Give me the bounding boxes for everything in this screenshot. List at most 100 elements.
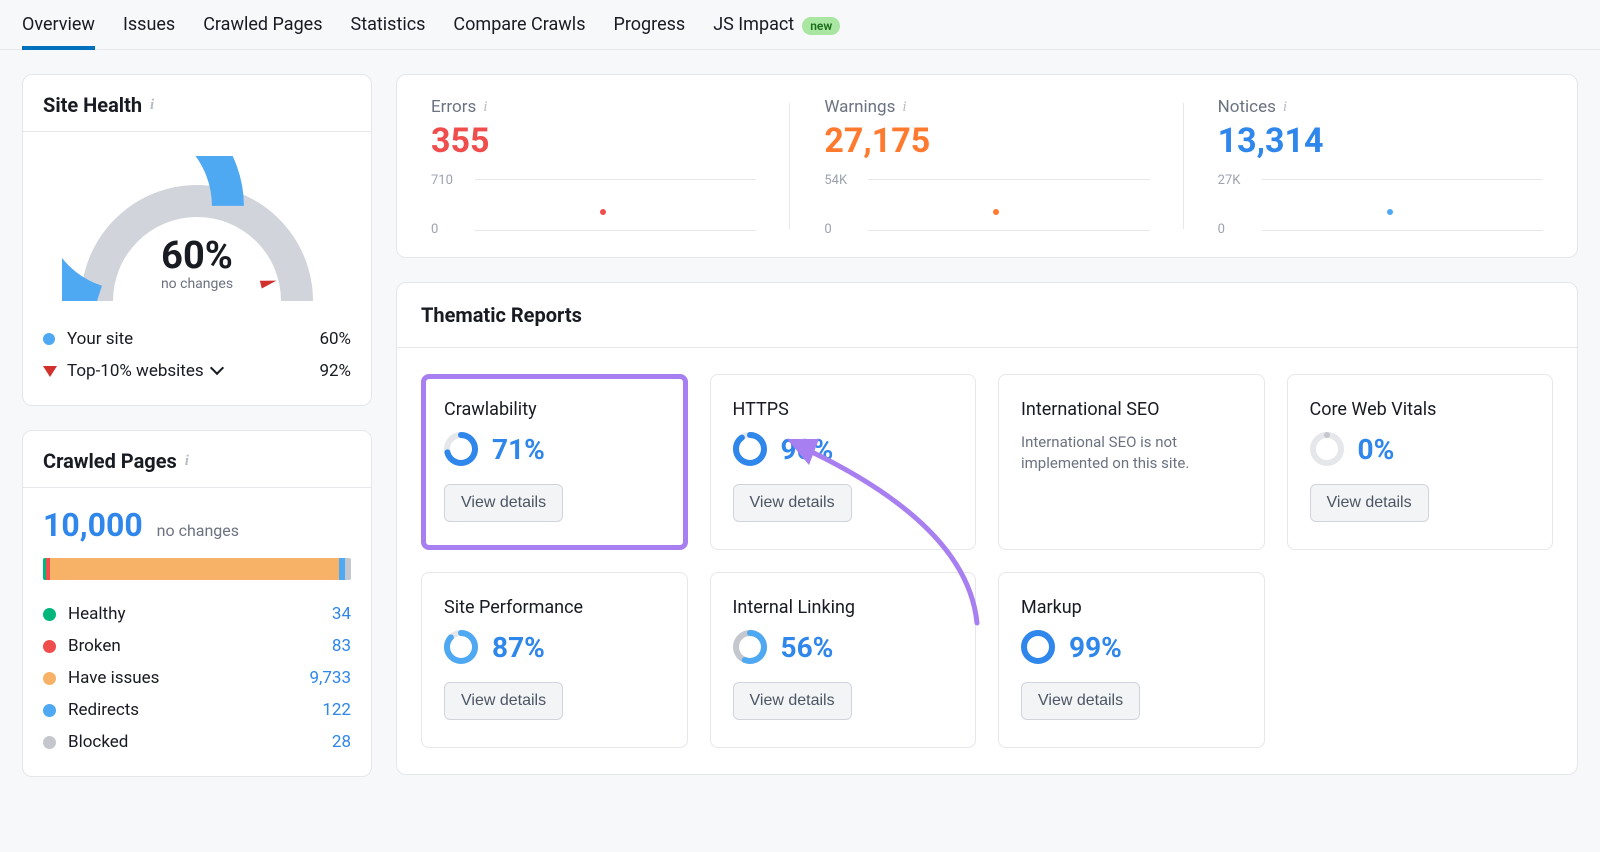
mini-chart: 27K 0	[1218, 175, 1543, 235]
crawled-pages-title: Crawled Pages	[43, 449, 177, 473]
report-ring-row: 0%	[1310, 432, 1531, 466]
crawled-legend-row[interactable]: Have issues 9,733	[43, 662, 351, 694]
report-ring-row: 87%	[444, 630, 665, 664]
metric-value: 13,314	[1218, 121, 1543, 161]
axis-label: 54K	[824, 173, 847, 188]
crawled-pages-card: Crawled Pages i 10,000 no changes Health…	[22, 430, 372, 777]
crawled-legend-row[interactable]: Blocked 28	[43, 726, 351, 758]
crawled-legend-label: Redirects	[68, 700, 139, 720]
report-ring-row: 71%	[444, 432, 665, 466]
view-details-button[interactable]: View details	[1310, 484, 1429, 522]
content: Site Health i 60% no changes Your site60…	[0, 50, 1600, 801]
legend-row[interactable]: Top-10% websites92%	[43, 355, 351, 387]
legend-dot-icon	[43, 333, 55, 345]
report-card-markup: Markup 99% View details	[998, 572, 1265, 748]
report-title: Markup	[1021, 597, 1242, 618]
crawled-legend-row[interactable]: Broken83	[43, 630, 351, 662]
crawled-legend-label: Have issues	[68, 668, 159, 688]
crawled-legend-label: Broken	[68, 636, 121, 656]
legend-dot-icon	[43, 640, 56, 653]
metric-warnings[interactable]: Warnings i 27,175 54K 0	[790, 97, 1183, 235]
info-icon[interactable]: i	[185, 453, 189, 470]
legend-row: Your site60%	[43, 323, 351, 355]
report-ring-row: 90%	[733, 432, 954, 466]
ring-icon	[1021, 630, 1055, 664]
legend-value: 92%	[319, 361, 351, 381]
report-pct: 87%	[492, 631, 545, 664]
main-column: Errors i 355 710 0 Warnings i 27,175 54K…	[396, 74, 1578, 777]
report-card-internal-linking: Internal Linking 56% View details	[710, 572, 977, 748]
chevron-down-icon[interactable]	[210, 361, 224, 375]
crawled-legend-label: Healthy	[68, 604, 126, 624]
view-details-button[interactable]: View details	[444, 484, 563, 522]
tab-progress[interactable]: Progress	[613, 14, 685, 49]
report-pct: 0%	[1358, 433, 1395, 466]
crawled-pages-header: Crawled Pages i	[23, 431, 371, 488]
crawled-pages-sub: no changes	[157, 521, 239, 540]
metric-label: Warnings i	[824, 97, 1149, 117]
axis-label: 0	[431, 222, 438, 237]
report-pct: 71%	[492, 433, 545, 466]
thematic-title: Thematic Reports	[397, 283, 1577, 348]
gauge-pct: 60%	[62, 234, 332, 278]
crawled-pages-stackbar	[43, 558, 351, 580]
report-card-core-web-vitals: Core Web Vitals 0% View details	[1287, 374, 1554, 550]
gauge-center: 60% no changes	[62, 234, 332, 292]
ring-icon	[444, 630, 478, 664]
site-health-card: Site Health i 60% no changes Your site60…	[22, 74, 372, 406]
chart-point-icon	[600, 209, 606, 215]
crawled-pages-total: 10,000	[43, 506, 143, 544]
site-health-header: Site Health i	[23, 75, 371, 132]
report-pct: 99%	[1069, 631, 1122, 664]
crawled-legend-row[interactable]: Healthy34	[43, 598, 351, 630]
tab-issues[interactable]: Issues	[123, 14, 175, 49]
view-details-button[interactable]: View details	[733, 682, 852, 720]
crawled-pages-legend: Healthy34Broken83 Have issues 9,733 Redirec…	[43, 598, 351, 758]
legend-triangle-icon	[43, 366, 57, 377]
view-details-button[interactable]: View details	[733, 484, 852, 522]
report-title: Internal Linking	[733, 597, 954, 618]
axis-label: 0	[824, 222, 831, 237]
info-icon[interactable]: i	[902, 99, 906, 116]
legend-label: Top-10% websites	[67, 361, 319, 381]
site-health-gauge: 60% no changes	[62, 156, 332, 301]
view-details-button[interactable]: View details	[1021, 682, 1140, 720]
site-health-legend: Your site60%Top-10% websites92%	[23, 317, 371, 405]
info-icon[interactable]: i	[150, 97, 154, 114]
info-icon[interactable]: i	[483, 99, 487, 116]
crawled-legend-value: 28	[332, 732, 351, 752]
tab-crawled-pages[interactable]: Crawled Pages	[203, 14, 322, 49]
ring-icon	[733, 630, 767, 664]
report-msg: International SEO is not implemented on …	[1021, 432, 1242, 474]
tabs-bar: Overview Issues Crawled Pages Statistics Com…	[0, 0, 1600, 50]
mini-chart: 54K 0	[824, 175, 1149, 235]
crawled-legend-row[interactable]: Redirects 122	[43, 694, 351, 726]
info-icon[interactable]: i	[1283, 99, 1287, 116]
tab-statistics[interactable]: Statistics	[351, 14, 426, 49]
legend-value: 60%	[319, 329, 351, 349]
crawled-legend-value: 9,733	[309, 668, 351, 688]
report-title: HTTPS	[733, 399, 954, 420]
legend-dot-icon	[43, 704, 56, 717]
gauge-wrap: 60% no changes	[23, 132, 371, 317]
metric-notices[interactable]: Notices i 13,314 27K 0	[1184, 97, 1577, 235]
crawled-legend-value: 122	[322, 700, 351, 720]
report-card-crawlability: Crawlability 71% View details	[421, 374, 688, 550]
stackbar-segment	[50, 558, 340, 580]
new-badge: new	[802, 17, 840, 35]
tab-compare-crawls[interactable]: Compare Crawls	[453, 14, 585, 49]
report-title: Site Performance	[444, 597, 665, 618]
metric-errors[interactable]: Errors i 355 710 0	[397, 97, 790, 235]
tab-overview[interactable]: Overview	[22, 14, 95, 49]
ring-icon	[444, 432, 478, 466]
report-title: Core Web Vitals	[1310, 399, 1531, 420]
report-pct: 90%	[781, 433, 834, 466]
mini-chart: 710 0	[431, 175, 756, 235]
report-ring-row: 99%	[1021, 630, 1242, 664]
tab-js-impact[interactable]: JS Impactnew	[713, 14, 840, 49]
sidebar: Site Health i 60% no changes Your site60…	[22, 74, 372, 777]
ring-icon	[733, 432, 767, 466]
chart-point-icon	[993, 209, 999, 215]
crawled-legend-label: Blocked	[68, 732, 128, 752]
view-details-button[interactable]: View details	[444, 682, 563, 720]
